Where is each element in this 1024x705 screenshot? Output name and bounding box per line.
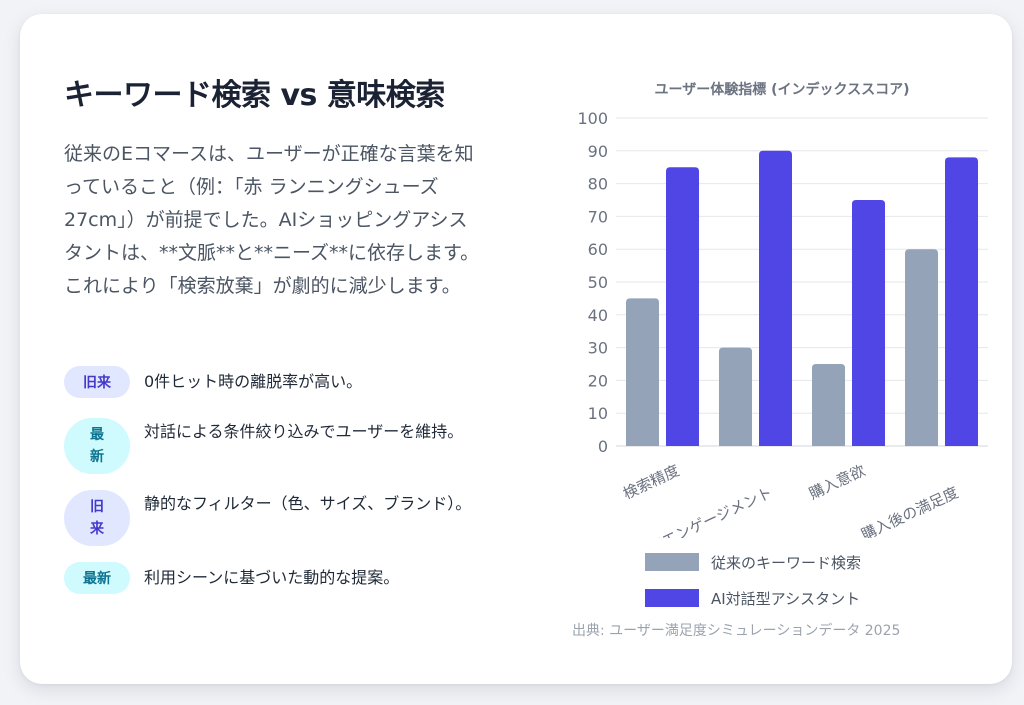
chart-title: ユーザー体験指標 (インデックススコア) [655, 81, 910, 98]
description: 従来のEコマースは、ユーザーが正確な言葉を知っていること（例：「赤 ランニングシ… [64, 143, 480, 297]
bar [626, 298, 659, 446]
bar [759, 150, 792, 447]
legend-item-legacy[interactable]: 従来のキーワード検索 [645, 544, 861, 580]
modern-badge: 最新 [64, 418, 130, 474]
chart-canvas: ユーザー体験指標 (インデックススコア) 0 10 20 30 40 50 60 70 80 90 1… [577, 81, 988, 538]
x-tick-label: 購入意欲 [806, 461, 868, 503]
y-tick-label: 30 [588, 339, 608, 358]
content-card: キーワード検索 vs 意味検索 従来のEコマースは、ユーザーが正確な言葉を知って… [20, 14, 1012, 684]
page-title: キーワード検索 vs 意味検索 [64, 78, 445, 113]
legend-swatch [645, 553, 699, 571]
y-tick-label: 0 [598, 437, 608, 456]
bar [945, 157, 978, 447]
text-panel: キーワード検索 vs 意味検索 従来のEコマースは、ユーザーが正確な言葉を知って… [64, 74, 484, 303]
comparison-item-4: 最新 利用シーンに基づいた動的な提案。 [64, 562, 474, 594]
chart-legend: 従来のキーワード検索 AI対話型アシスタント [645, 544, 861, 616]
comparison-item-1: 旧来 0件ヒット時の離脱率が高い。 [64, 366, 474, 398]
x-tick-label: 検索精度 [620, 461, 682, 503]
y-tick-label: 20 [588, 371, 608, 390]
y-tick-label: 90 [588, 142, 608, 161]
bar-chart: ユーザー体験指標 (インデックススコア) 0 10 20 30 40 50 60 70 80 90 1… [550, 58, 1010, 678]
bar [666, 167, 699, 446]
comparison-text: 0件ヒット時の離脱率が高い。 [144, 372, 363, 391]
bar [719, 347, 752, 446]
x-tick-label: 購入後の満足度 [858, 483, 961, 538]
comparison-item-3: 旧来 静的なフィルター（色、サイズ、ブランド）。 [64, 490, 474, 546]
comparison-text: 静的なフィルター（色、サイズ、ブランド）。 [144, 494, 472, 513]
bar [812, 364, 845, 446]
x-tick-label: 滞在エンゲージメント [632, 483, 775, 538]
legacy-badge: 旧来 [64, 490, 130, 546]
comparison-text: 利用シーンに基づいた動的な提案。 [144, 568, 400, 587]
legend-label: 従来のキーワード検索 [711, 553, 862, 572]
comparison-text: 対話による条件絞り込みでユーザーを維持。 [144, 422, 464, 441]
y-tick-label: 50 [588, 273, 608, 292]
y-tick-label: 10 [588, 404, 608, 423]
legend-item-ai[interactable]: AI対話型アシスタント [645, 580, 861, 616]
bar [852, 200, 885, 446]
y-tick-label: 60 [588, 240, 608, 259]
chart-source: 出典: ユーザー満足度シミュレーションデータ 2025 [572, 623, 901, 639]
y-tick-label: 100 [577, 109, 608, 128]
modern-badge: 最新 [64, 562, 130, 594]
legacy-badge: 旧来 [64, 366, 130, 398]
y-tick-label: 80 [588, 175, 608, 194]
legend-swatch [645, 589, 699, 607]
legend-label: AI対話型アシスタント [711, 589, 861, 608]
y-tick-label: 40 [588, 306, 608, 325]
bar [905, 249, 938, 446]
comparison-item-2: 最新 対話による条件絞り込みでユーザーを維持。 [64, 418, 474, 474]
y-tick-label: 70 [588, 207, 608, 226]
